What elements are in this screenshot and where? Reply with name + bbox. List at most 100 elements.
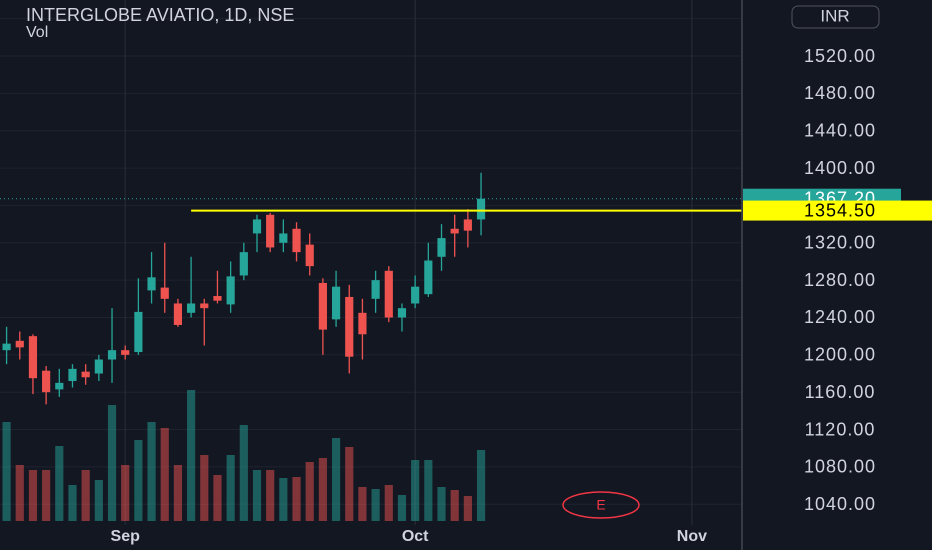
volume-bar: [160, 428, 169, 521]
volume-bar: [187, 390, 196, 521]
volume-bar: [384, 485, 393, 521]
badge-outline[interactable]: [562, 491, 640, 519]
candle-body: [239, 252, 248, 276]
candle-body: [437, 238, 446, 257]
volume-bar: [450, 490, 459, 521]
y-tick-label: 1160.00: [805, 382, 876, 402]
y-tick-label: 1400.00: [804, 158, 876, 178]
candle-body: [424, 260, 433, 295]
candle-body: [187, 303, 196, 313]
volume-bar: [213, 475, 222, 521]
volume-bar: [107, 405, 117, 521]
y-tick-label: 1080.00: [804, 457, 876, 477]
candle-body: [147, 277, 156, 291]
price-axis: 1040.00 1080.00 1120.00 1160.00 1200.00 1240.…: [111, 8, 932, 545]
volume-bar: [266, 470, 275, 521]
currency-button[interactable]: [791, 5, 880, 29]
candle-body: [213, 296, 222, 301]
candle-body: [463, 219, 472, 231]
volume-bar: [424, 460, 433, 521]
currency[interactable]: INR: [820, 6, 849, 25]
candle-body: [279, 233, 288, 243]
candle-body: [371, 280, 380, 299]
volume-bar: [331, 438, 341, 521]
volume-bar: [371, 489, 380, 521]
candle-body: [397, 308, 407, 318]
volume-bar: [42, 470, 51, 521]
volume-pane: [2, 390, 486, 521]
candle-body: [42, 370, 51, 393]
candle-body: [28, 336, 38, 379]
y-tick-label: 1480.00: [804, 83, 876, 103]
volume-bar: [239, 425, 248, 521]
candle-body: [200, 303, 209, 309]
candle-body: [160, 287, 169, 299]
candle-body: [384, 270, 393, 318]
y-tick-label: 1440.00: [804, 120, 876, 140]
y-tick-label: 1040.00: [804, 494, 876, 514]
volume-bar: [463, 496, 472, 521]
x-tick-label: Nov: [677, 528, 707, 545]
volume-bar: [252, 470, 262, 521]
candle-body: [68, 368, 77, 381]
candle-body: [331, 286, 341, 320]
volume-bar: [305, 462, 314, 521]
volume-label: Vol: [26, 24, 48, 41]
volume-bar: [2, 422, 11, 521]
volume-bar: [279, 478, 288, 521]
volume-bar: [173, 465, 183, 521]
volume-bar: [345, 447, 354, 521]
candle-body: [2, 343, 11, 351]
volume-bar: [437, 487, 446, 521]
candle-body: [94, 359, 103, 374]
y-tick-label: 1240.00: [804, 307, 876, 327]
candle-body: [411, 286, 420, 304]
badge[interactable]: E: [596, 497, 605, 513]
candles: [2, 172, 486, 405]
candle-body: [305, 244, 314, 267]
x-tick-label: Oct: [402, 528, 429, 545]
candle-body: [55, 382, 64, 390]
volume-bar: [55, 446, 64, 521]
volume-bar: [121, 465, 130, 521]
y-tick-label: 1280.00: [804, 270, 876, 290]
candle-body: [173, 303, 183, 325]
volume-bar: [397, 495, 407, 521]
candle-body: [292, 228, 301, 253]
volume-bar: [292, 477, 301, 521]
candle-body: [15, 340, 24, 348]
level-label: 1354.50: [804, 200, 876, 220]
overlay: [0, 198, 742, 212]
volume-bar: [147, 422, 156, 521]
candle-body: [252, 219, 262, 234]
volume-bar: [68, 485, 77, 521]
candle-body: [107, 350, 117, 360]
level-tag: [743, 200, 932, 221]
chart-title: INTERGLOBE AVIATIO, 1D, NSE: [26, 5, 294, 25]
candle-body: [134, 311, 143, 353]
candle-body: [81, 371, 90, 378]
volume-bar: [411, 460, 420, 521]
candle-body: [318, 282, 327, 330]
volume-bar: [94, 480, 103, 521]
y-tick-label: 1200.00: [804, 345, 876, 365]
y-tick-label: 1320.00: [804, 233, 876, 253]
y-tick-label: 1520.00: [804, 46, 876, 66]
y-tick-label: 1120.00: [805, 419, 876, 439]
volume-bar: [318, 458, 327, 521]
candle-body: [450, 228, 459, 234]
volume-bar: [358, 487, 367, 521]
x-tick-label: Sep: [111, 528, 141, 545]
volume-bar: [226, 455, 235, 521]
volume-bar: [134, 440, 143, 521]
candle-body: [266, 214, 275, 248]
candle-body: [226, 276, 235, 305]
candle-body: [121, 350, 130, 355]
candle-body: [345, 296, 354, 357]
volume-bar: [476, 450, 486, 521]
volume-bar: [200, 455, 209, 521]
grid: [0, 0, 742, 525]
volume-bar: [15, 465, 24, 521]
candle-body: [476, 198, 486, 220]
volume-bar: [81, 470, 90, 521]
